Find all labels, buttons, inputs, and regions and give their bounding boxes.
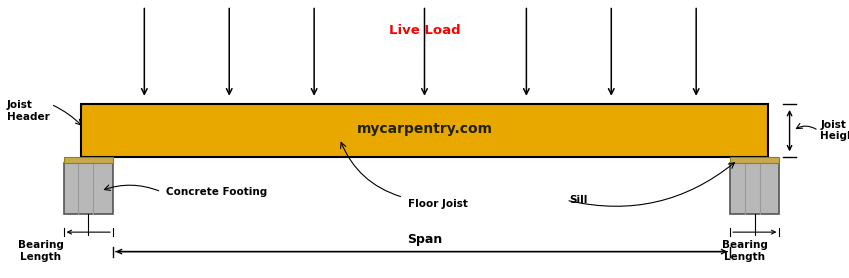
- Text: mycarpentry.com: mycarpentry.com: [357, 122, 492, 136]
- Text: Joist
Header: Joist Header: [7, 100, 49, 122]
- Text: Sill: Sill: [569, 195, 588, 205]
- Bar: [81, 104, 768, 157]
- Text: Live Load: Live Load: [389, 24, 460, 37]
- Text: Joist
Height: Joist Height: [820, 120, 849, 142]
- Text: Floor Joist: Floor Joist: [408, 199, 468, 209]
- Bar: [730, 163, 779, 214]
- Text: Bearing
Length: Bearing Length: [722, 240, 767, 262]
- Bar: [64, 157, 113, 163]
- Text: Span: Span: [407, 233, 442, 245]
- Bar: [64, 163, 113, 214]
- Bar: [730, 157, 779, 163]
- Text: Concrete Footing: Concrete Footing: [166, 187, 267, 197]
- Text: Bearing
Length: Bearing Length: [18, 240, 64, 262]
